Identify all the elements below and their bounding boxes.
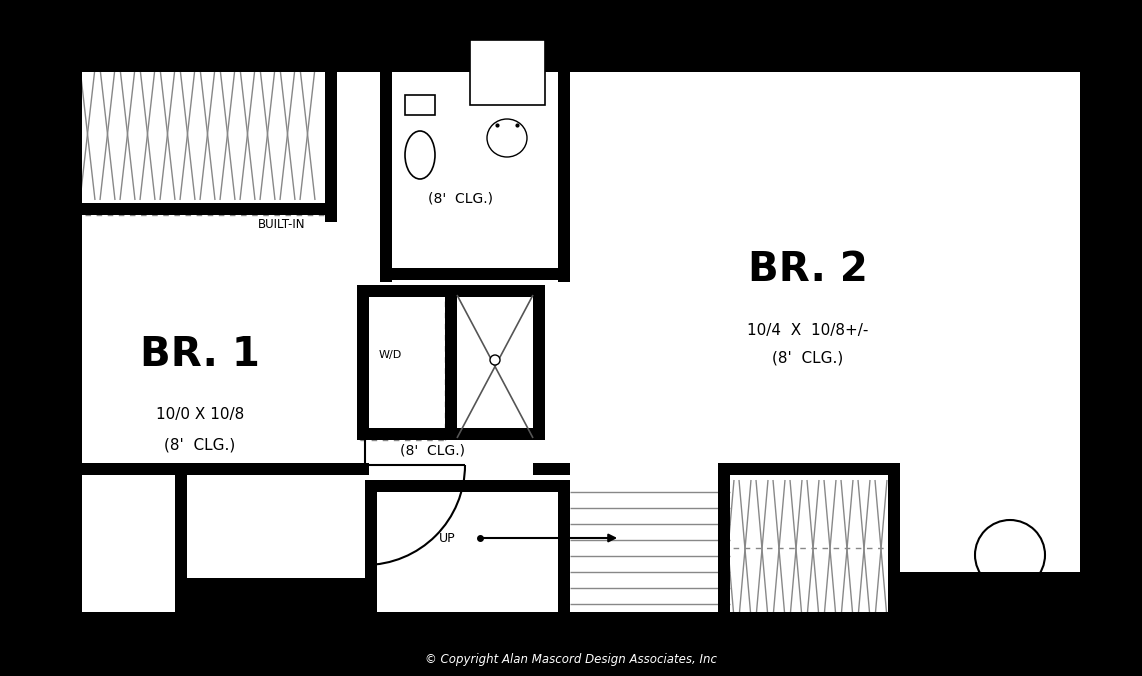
- Bar: [357, 285, 457, 297]
- Bar: [380, 62, 392, 282]
- Text: (8'  CLG.): (8' CLG.): [164, 437, 235, 452]
- Bar: [888, 475, 900, 623]
- Circle shape: [490, 355, 500, 365]
- Bar: [72, 463, 85, 475]
- Bar: [365, 480, 570, 492]
- Ellipse shape: [486, 119, 526, 157]
- Bar: [175, 578, 365, 628]
- Text: BR. 1: BR. 1: [140, 335, 260, 375]
- Bar: [558, 62, 570, 282]
- Bar: [471, 40, 545, 105]
- Text: BR. 2: BR. 2: [748, 250, 868, 290]
- Bar: [175, 463, 187, 623]
- Bar: [445, 285, 457, 440]
- Bar: [357, 285, 369, 440]
- Bar: [72, 612, 1089, 622]
- Bar: [380, 268, 570, 280]
- Bar: [72, 62, 1089, 72]
- Bar: [72, 463, 365, 475]
- Text: 10/0 X 10/8: 10/0 X 10/8: [155, 408, 244, 422]
- Ellipse shape: [405, 131, 435, 179]
- Bar: [365, 480, 377, 620]
- Bar: [325, 62, 337, 222]
- Bar: [405, 95, 435, 115]
- Text: © Copyright Alan Mascord Design Associates, Inc: © Copyright Alan Mascord Design Associat…: [425, 654, 717, 667]
- Bar: [888, 572, 1093, 622]
- Bar: [1089, 420, 1142, 490]
- Text: (8'  CLG.): (8' CLG.): [400, 443, 465, 457]
- Bar: [1080, 62, 1089, 622]
- Bar: [533, 463, 570, 475]
- Bar: [72, 62, 1089, 622]
- Text: (8'  CLG.): (8' CLG.): [427, 191, 492, 205]
- Text: 10/4  X  10/8+/-: 10/4 X 10/8+/-: [747, 322, 869, 337]
- Text: UP: UP: [439, 531, 455, 544]
- Bar: [718, 480, 730, 625]
- Bar: [558, 480, 570, 622]
- Text: BUILT-IN: BUILT-IN: [257, 218, 305, 231]
- Text: (8'  CLG.): (8' CLG.): [772, 350, 844, 366]
- Bar: [533, 285, 545, 440]
- Bar: [718, 463, 730, 475]
- Bar: [558, 480, 570, 625]
- Circle shape: [975, 520, 1045, 590]
- Bar: [72, 203, 337, 215]
- Bar: [445, 428, 545, 440]
- Bar: [730, 463, 900, 475]
- Bar: [445, 285, 545, 297]
- Bar: [357, 463, 369, 475]
- Bar: [72, 463, 177, 475]
- Bar: [72, 62, 82, 622]
- Bar: [357, 428, 457, 440]
- Text: W/D: W/D: [378, 350, 402, 360]
- Bar: [718, 475, 730, 623]
